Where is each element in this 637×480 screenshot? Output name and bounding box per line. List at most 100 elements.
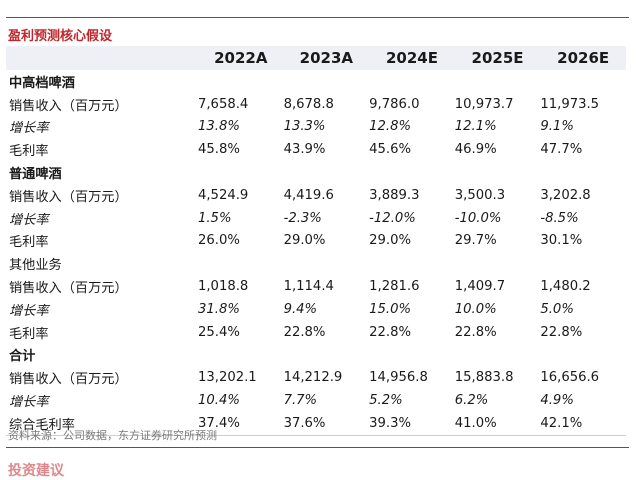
cell-value: 6.2% <box>454 393 489 409</box>
cell-value: 47.7% <box>540 142 583 158</box>
table-row: 增长率 10.4% 7.7% 5.2% 6.2% 4.9% <box>6 389 626 412</box>
cell-value: 45.6% <box>369 142 412 158</box>
cell-value: 11,973.5 <box>540 96 600 112</box>
cell-value: -10.0% <box>454 210 502 226</box>
table-row: 增长率 1.5% -2.3% -12.0% -10.0% -8.5% <box>6 207 626 230</box>
table-title: 盈利预测核心假设 <box>8 29 113 44</box>
cell-value: 43.9% <box>283 142 326 158</box>
row-label: 销售收入（百万元） <box>9 189 128 205</box>
cell-value: 8,678.8 <box>283 96 334 112</box>
table-row: 其他业务 <box>6 252 626 275</box>
cell-value: 25.4% <box>197 324 240 340</box>
cell-value: 1,114.4 <box>283 279 334 295</box>
cell-value <box>284 70 370 93</box>
row-label: 其他业务 <box>9 258 62 274</box>
table-row: 增长率 13.8% 13.3% 12.8% 12.1% 9.1% <box>6 116 626 139</box>
row-label: 增长率 <box>9 303 49 319</box>
cell-value <box>540 161 626 184</box>
cell-value: 4,524.9 <box>197 187 249 203</box>
cell-value <box>369 70 455 93</box>
header-cell-2025e: 2025E <box>471 49 524 67</box>
table-row: 销售收入（百万元） 13,202.1 14,212.9 14,956.8 15,883.… <box>6 366 626 389</box>
cell-value <box>455 70 541 93</box>
header-cell-label <box>6 46 198 70</box>
forecast-table: 2022A 2023A 2024E 2025E 2026E 中高档啤酒销售收入（… <box>6 46 626 436</box>
table-row: 合计 <box>6 344 626 367</box>
cell-value: 5.2% <box>369 393 403 409</box>
table-row: 毛利率 25.4% 22.8% 22.8% 22.8% 22.8% <box>6 321 626 344</box>
cell-value: 37.6% <box>283 411 370 436</box>
row-label: 增长率 <box>9 121 49 137</box>
cell-value: 3,500.3 <box>454 187 506 203</box>
cell-value: 16,656.6 <box>540 370 600 386</box>
table-row: 增长率 31.8% 9.4% 15.0% 10.0% 5.0% <box>6 298 626 321</box>
cell-value: 46.9% <box>454 142 497 158</box>
cell-value: 9,786.0 <box>369 96 420 112</box>
cell-value: 12.8% <box>369 119 412 135</box>
header-cell-2026e: 2026E <box>557 49 610 67</box>
cell-value <box>540 344 626 367</box>
cell-value: 5.0% <box>540 301 574 317</box>
row-label: 合计 <box>9 349 36 365</box>
cell-value <box>369 252 455 275</box>
cell-value: 45.8% <box>197 142 240 158</box>
header-row: 2022A 2023A 2024E 2025E 2026E <box>6 46 626 70</box>
cell-value: 22.8% <box>369 324 412 340</box>
top-rule <box>6 17 629 18</box>
table-row: 综合毛利率 37.4% 37.6% 39.3% 41.0% 42.1% <box>6 411 626 436</box>
cell-value: 39.3% <box>369 411 455 436</box>
row-label: 毛利率 <box>9 326 49 342</box>
cell-value: 13,202.1 <box>197 370 257 386</box>
row-label: 销售收入（百万元） <box>9 372 128 388</box>
row-label: 增长率 <box>9 212 49 228</box>
header-cell-2024e: 2024E <box>385 49 438 67</box>
cell-value: 15,883.8 <box>454 370 514 386</box>
cell-value: 31.8% <box>197 301 240 317</box>
header-cell-2023a: 2023A <box>299 49 354 67</box>
table-body: 中高档啤酒销售收入（百万元） 7,658.4 8,678.8 9,786.0 10,97… <box>6 70 626 436</box>
cell-value <box>455 344 541 367</box>
table-row: 普通啤酒 <box>6 161 626 184</box>
table-row: 销售收入（百万元） 7,658.4 8,678.8 9,786.0 10,973.7 11… <box>6 93 626 116</box>
cell-value: 29.7% <box>454 233 497 249</box>
cell-value <box>284 252 370 275</box>
cell-value: 37.4% <box>197 411 284 436</box>
table-row: 销售收入（百万元） 1,018.8 1,114.4 1,281.6 1,409.7 1,4… <box>6 275 626 298</box>
cell-value: 15.0% <box>369 301 412 317</box>
cell-value: 10.0% <box>454 301 497 317</box>
cell-value: -2.3% <box>283 210 322 226</box>
row-label: 中高档啤酒 <box>9 75 75 91</box>
cell-value: 14,212.9 <box>283 370 343 386</box>
cell-value: 12.1% <box>454 119 497 135</box>
row-label: 普通啤酒 <box>9 167 62 183</box>
cell-value: 9.4% <box>283 301 318 317</box>
cell-value: 7,658.4 <box>197 96 249 112</box>
cell-value: 4.9% <box>540 393 574 409</box>
row-label: 销售收入（百万元） <box>9 281 128 297</box>
row-label: 增长率 <box>9 395 49 411</box>
row-label: 毛利率 <box>9 235 49 251</box>
row-label: 综合毛利率 <box>6 411 198 436</box>
cell-value: 10,973.7 <box>454 96 514 112</box>
cell-value: 10.4% <box>197 393 240 409</box>
cell-value: 30.1% <box>540 233 583 249</box>
row-label: 毛利率 <box>9 144 49 160</box>
cell-value <box>540 70 626 93</box>
cell-value <box>198 252 284 275</box>
cell-value: 41.0% <box>454 411 541 436</box>
cell-value: 42.1% <box>540 411 626 436</box>
header-cell-2022a: 2022A <box>214 49 268 67</box>
cell-value: 14,956.8 <box>369 370 428 386</box>
cell-value: 1,018.8 <box>197 279 249 295</box>
table-row: 毛利率 45.8% 43.9% 45.6% 46.9% 47.7% <box>6 138 626 161</box>
table-row: 毛利率 26.0% 29.0% 29.0% 29.7% 30.1% <box>6 230 626 253</box>
row-label: 销售收入（百万元） <box>9 98 128 114</box>
cell-value <box>369 161 455 184</box>
cell-value <box>198 70 284 93</box>
cell-value: 7.7% <box>283 393 318 409</box>
cell-value <box>455 161 541 184</box>
cell-value: 13.3% <box>283 119 326 135</box>
cell-value: 4,419.6 <box>283 187 334 203</box>
cell-value: 22.8% <box>454 324 497 340</box>
next-section-heading: 投资建议 <box>8 463 64 479</box>
